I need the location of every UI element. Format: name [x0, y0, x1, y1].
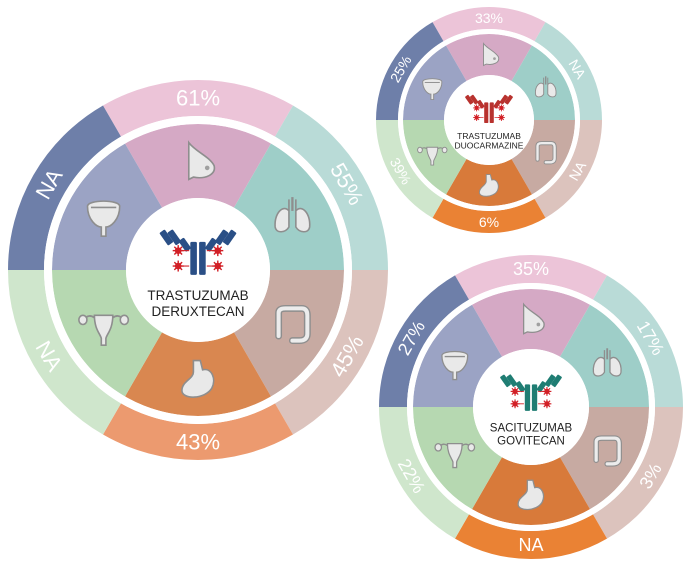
uterus-outer-segment: [376, 120, 444, 218]
drug-name-line2: DERUXTECAN: [151, 304, 244, 319]
stomach-value-label: 6%: [479, 214, 499, 230]
drug-name-line1: SACITUZUMAB: [490, 422, 573, 434]
lung-icon: [592, 348, 622, 377]
drug-name-line1: TRASTUZUMAB: [147, 288, 248, 303]
center-disk: [473, 349, 589, 465]
drug-name-line2: DUOCARMAZINE: [455, 141, 524, 151]
breast-value-label: 35%: [513, 259, 549, 279]
antibody-icon: [465, 94, 513, 124]
breast-icon: [187, 140, 216, 181]
lung-outer-segment: [593, 275, 683, 407]
breast-value-label: 61%: [176, 86, 220, 111]
bladder-icon: [86, 200, 121, 238]
uterus-icon: [78, 314, 130, 347]
stomach-outer-segment: [432, 198, 546, 233]
bladder-outer-segment: [8, 105, 121, 270]
lung-outer-segment: [275, 105, 388, 270]
colon-icon: [535, 141, 557, 165]
stomach-value-label: 43%: [176, 430, 220, 455]
bladder-icon: [441, 350, 469, 381]
colon-outer-segment: [593, 407, 683, 539]
stomach-outer-segment: [455, 514, 607, 559]
breast-value-label: 33%: [475, 10, 503, 26]
breast-icon: [522, 302, 545, 335]
colon-inner-segment: [560, 407, 649, 510]
stomach-value-label: NA: [518, 535, 543, 555]
breast-outer-segment: [103, 79, 293, 137]
uterus-icon: [434, 442, 476, 469]
uterus-outer-segment: [7, 270, 121, 435]
stomach-icon: [478, 174, 499, 197]
bladder-icon: [422, 78, 443, 101]
stomach-outer-segment: [103, 403, 293, 460]
uterus-outer-segment: [379, 407, 469, 539]
antibody-icon: [159, 229, 237, 275]
lung-icon: [274, 197, 311, 233]
stomach-icon: [517, 479, 545, 511]
drug-name-line2: GOVITECAN: [497, 436, 565, 448]
stomach-icon: [181, 359, 215, 398]
bladder-outer-segment: [375, 22, 444, 120]
bladder-outer-segment: [379, 275, 469, 407]
lung-icon: [534, 76, 557, 98]
ring-separator: [398, 29, 580, 211]
antibody-icon: [500, 374, 562, 411]
lung-outer-segment: [534, 22, 602, 120]
colon-icon: [275, 304, 311, 345]
colon-outer-segment: [534, 120, 602, 218]
ring-separator: [44, 116, 352, 424]
drug-name-line1: TRASTUZUMAB: [457, 131, 521, 141]
breast-outer-segment: [455, 255, 607, 300]
center-disk: [444, 75, 534, 165]
colon-outer-segment: [275, 270, 388, 435]
colon-inner-segment: [234, 270, 344, 397]
colon-icon: [593, 435, 622, 467]
uterus-icon: [417, 146, 448, 166]
center-disk: [126, 198, 270, 342]
ring-separator: [407, 283, 655, 531]
breast-icon: [483, 42, 500, 67]
colon-inner-segment: [511, 120, 575, 195]
breast-outer-segment: [432, 6, 546, 42]
